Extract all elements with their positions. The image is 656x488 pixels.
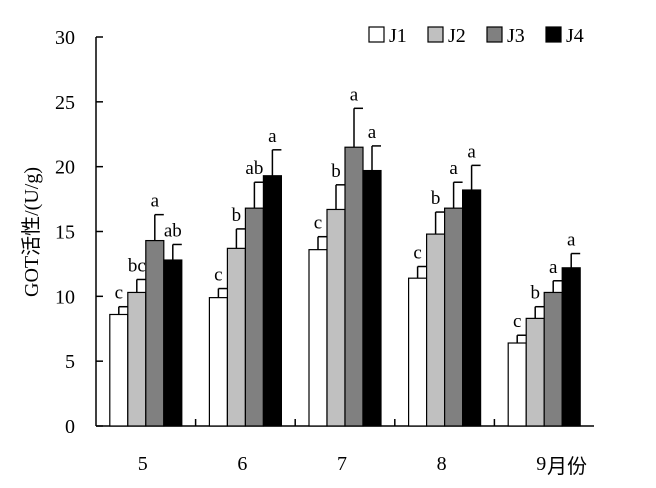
y-tick-label: 25: [55, 92, 75, 114]
legend: J1 J2 J3 J4: [368, 25, 584, 47]
significance-label: a: [151, 191, 160, 212]
bar: [561, 267, 581, 427]
y-tick-label: 5: [65, 351, 75, 373]
y-tick-label: 10: [55, 286, 75, 308]
significance-label: bc: [128, 255, 146, 276]
significance-label: c: [115, 283, 123, 304]
bar: [543, 291, 563, 427]
bar: [344, 146, 364, 427]
legend-swatch: [486, 26, 503, 43]
bar: [109, 313, 129, 427]
significance-label: b: [431, 188, 441, 209]
category-label: 7: [337, 453, 347, 475]
significance-label: a: [449, 158, 458, 179]
legend-label: J3: [507, 25, 525, 47]
legend-label: J1: [389, 25, 407, 47]
bar: [408, 277, 428, 427]
bar: [525, 317, 545, 427]
x-axis-title: 月份: [547, 455, 587, 478]
significance-label: ab: [164, 220, 182, 241]
significance-label: a: [549, 257, 558, 278]
significance-label: a: [368, 122, 377, 143]
bar: [444, 207, 464, 427]
legend-swatch: [545, 26, 562, 43]
significance-label: a: [467, 141, 476, 162]
significance-label: ab: [245, 158, 263, 179]
significance-label: c: [513, 311, 521, 332]
significance-label: c: [214, 265, 222, 286]
significance-label: c: [413, 243, 421, 264]
y-axis-title: GOT活性/(U/g): [20, 167, 43, 297]
y-tick-label: 0: [65, 416, 75, 438]
bar: [507, 342, 527, 427]
y-tick-label: 15: [55, 222, 75, 244]
bar: [163, 259, 183, 427]
bar: [426, 233, 446, 427]
legend-label: J2: [448, 25, 466, 47]
significance-label: b: [331, 161, 341, 182]
significance-label: a: [567, 230, 576, 251]
bar: [127, 291, 147, 427]
legend-swatch: [368, 26, 385, 43]
bar: [326, 208, 346, 427]
bar: [308, 249, 328, 427]
category-label: 5: [138, 453, 148, 475]
y-tick-label: 20: [55, 157, 75, 179]
significance-label: a: [268, 126, 277, 147]
legend-swatch: [427, 26, 444, 43]
bar: [262, 175, 282, 427]
significance-label: c: [314, 213, 322, 234]
significance-label: b: [530, 283, 540, 304]
bar: [362, 169, 382, 427]
y-tick-label: 30: [55, 27, 75, 49]
legend-label: J4: [566, 25, 584, 47]
category-label: 8: [437, 453, 447, 475]
category-label: 6: [237, 453, 247, 475]
category-label: 9: [536, 453, 546, 475]
bar: [462, 189, 482, 427]
bar: [208, 297, 228, 427]
significance-label: a: [350, 84, 359, 105]
bar: [145, 239, 165, 427]
significance-label: b: [232, 205, 242, 226]
bar: [244, 207, 264, 427]
bar: [226, 247, 246, 427]
